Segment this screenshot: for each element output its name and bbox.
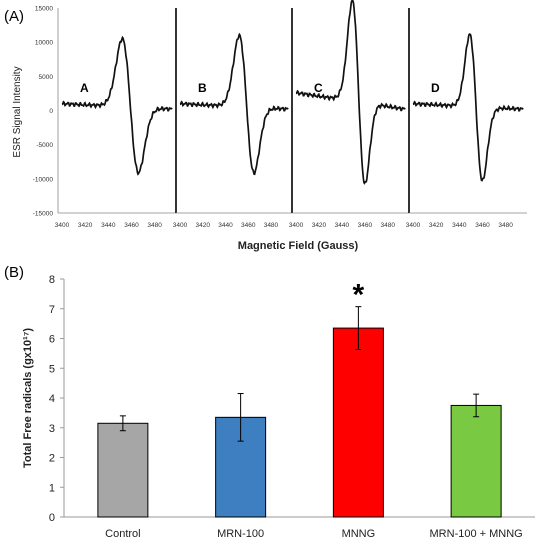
esr-spectrum-line	[295, 0, 406, 185]
esr-x-tick-label: 3400	[55, 222, 70, 229]
esr-spectrum-line	[412, 33, 524, 182]
bar-y-tick-label: 8	[49, 274, 55, 286]
panel-label-b: (B)	[4, 264, 24, 281]
bar-3	[332, 327, 384, 518]
esr-x-tick-label: 3480	[498, 222, 513, 229]
esr-subplot-letter: B	[198, 81, 207, 95]
esr-x-tick-label: 3440	[218, 222, 233, 229]
esr-x-tick-label: 3460	[124, 222, 139, 229]
esr-y-tick-label: -15000	[33, 211, 54, 218]
bar-y-tick-label: 6	[49, 334, 55, 346]
panel-label-a: (A)	[4, 8, 24, 25]
esr-x-tick-label: 3420	[196, 222, 211, 229]
esr-x-tick-label: 3480	[264, 222, 279, 229]
esr-y-tick-label: 5000	[39, 74, 54, 81]
esr-x-tick-label: 3460	[241, 222, 256, 229]
bar-y-tick-label: 5	[49, 363, 55, 375]
bar-category-label: MRN-100	[217, 528, 264, 540]
bar-4	[450, 404, 502, 518]
esr-spectra: 3400 3420 3440 3460 3480 A 3400 3420 3440 3460 348…	[55, 0, 527, 229]
esr-x-tick-label: 3400	[406, 222, 421, 229]
esr-subplot-letter: A	[80, 81, 89, 95]
esr-y-axis-label: ESR Signal Intensity	[12, 66, 23, 157]
esr-y-ticks: 15000 10000 5000 0 -5000 -10000 -15000	[33, 6, 54, 218]
esr-y-tick-label: 15000	[35, 6, 53, 13]
esr-spectrum-line	[179, 32, 289, 176]
esr-x-tick-label: 3480	[381, 222, 396, 229]
esr-x-tick-label: 3400	[289, 222, 304, 229]
esr-x-tick-label: 3420	[312, 222, 327, 229]
esr-x-tick-label: 3400	[173, 222, 188, 229]
esr-x-tick-label: 3460	[358, 222, 373, 229]
esr-x-tick-label: 3440	[452, 222, 467, 229]
esr-subplot-letter: D	[431, 81, 440, 95]
esr-x-tick-label: 3480	[147, 222, 162, 229]
bar-category-label: Control	[105, 528, 140, 540]
bar-y-tick-label: 3	[49, 423, 55, 435]
bar-chart: 0 1 2 3 4 5 6 7 8 Control MRN-100 MNNG * MRN-100 + MN…	[49, 274, 535, 540]
esr-subplot-b: 3400 3420 3440 3460 3480 B	[173, 8, 292, 229]
bar-y-tick-label: 2	[49, 453, 55, 465]
esr-subplot-letter: C	[314, 81, 323, 95]
bar-y-tick-label: 0	[49, 512, 55, 524]
esr-y-tick-label: 0	[49, 108, 53, 115]
esr-subplot-c: 3400 3420 3440 3460 3480 C	[289, 0, 409, 229]
esr-x-tick-label: 3420	[429, 222, 444, 229]
esr-x-tick-label: 3440	[101, 222, 116, 229]
esr-x-tick-label: 3440	[335, 222, 350, 229]
bar-y-tick-label: 7	[49, 304, 55, 316]
bar-category-label: MNNG	[342, 528, 376, 540]
bar-category-label: MRN-100 + MNNG	[430, 528, 523, 540]
esr-y-tick-label: 10000	[35, 40, 53, 47]
esr-y-tick-label: -10000	[33, 176, 54, 183]
bar-1	[97, 422, 149, 518]
significance-asterisk: *	[353, 279, 365, 312]
bar-y-axis-label: Total Free radicals (gx10¹⁷)	[22, 328, 34, 468]
bar-y-tick-label: 1	[49, 482, 55, 494]
esr-x-axis-label: Magnetic Field (Gauss)	[238, 240, 359, 252]
esr-x-tick-label: 3460	[475, 222, 490, 229]
esr-subplot-a: 3400 3420 3440 3460 3480 A	[55, 8, 176, 229]
esr-y-tick-label: -5000	[36, 142, 53, 149]
esr-x-tick-label: 3420	[78, 222, 93, 229]
esr-subplot-d: 3400 3420 3440 3460 3480 D	[406, 8, 527, 229]
esr-spectrum-line	[61, 35, 173, 176]
bar-y-tick-label: 4	[49, 393, 55, 405]
